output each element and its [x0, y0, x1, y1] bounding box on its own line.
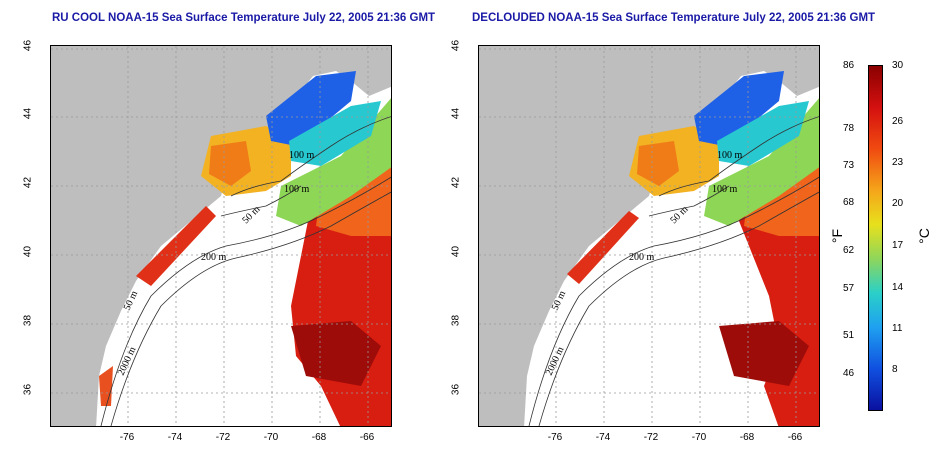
- grid-lines: [479, 46, 819, 426]
- contour-label-2000m: 2000 m: [544, 345, 567, 377]
- shelf-green: [276, 98, 391, 226]
- left-lat-tick: 42: [22, 176, 34, 189]
- colorbar-c-tick: 26: [892, 116, 904, 127]
- land-mass: [479, 46, 819, 426]
- unit-fahrenheit: °F: [829, 228, 846, 244]
- colorbar-f-tick: 46: [843, 368, 855, 379]
- colorbar-f-tick: 51: [843, 330, 855, 341]
- contour-label-2000m: 2000 m: [116, 345, 139, 377]
- cold-water-blue: [266, 71, 356, 146]
- shelf-green: [704, 98, 819, 226]
- left-sst-map: 100 m 100 m 50 m 200 m 50 m 2000 m: [50, 45, 392, 427]
- mid-atlantic-streak: [567, 211, 639, 284]
- left-lon-tick: -72: [215, 432, 231, 443]
- colorbar-c-tick: 11: [892, 323, 903, 334]
- left-lat-tick: 40: [22, 245, 34, 258]
- contour-label-200m: 200 m: [629, 252, 655, 263]
- cold-water-blue: [694, 71, 784, 146]
- right-lon-tick: -68: [739, 432, 755, 443]
- left-map-title: RU COOL NOAA-15 Sea Surface Temperature …: [52, 12, 436, 24]
- right-lat-tick: 40: [450, 245, 462, 258]
- land-mass: [51, 46, 391, 426]
- right-lon-tick: -70: [691, 432, 707, 443]
- colorbar-f-tick: 86: [843, 60, 855, 71]
- bathymetry-contours: [100, 116, 391, 426]
- left-lat-tick: 44: [22, 107, 34, 120]
- contour-label-100m-a: 100 m: [289, 150, 315, 161]
- right-lon-tick: -76: [547, 432, 563, 443]
- left-lon-tick: -74: [167, 432, 183, 443]
- colorbar-f-tick: 78: [843, 123, 855, 134]
- bathymetry-contours: [528, 116, 819, 426]
- temperature-colorbar: [868, 65, 883, 411]
- right-lat-tick: 38: [450, 314, 462, 327]
- left-lat-tick: 38: [22, 314, 34, 327]
- colorbar-c-tick: 8: [892, 364, 898, 375]
- left-lon-tick: -76: [119, 432, 135, 443]
- colorbar-c-tick: 14: [892, 282, 904, 293]
- contour-label-100m-a: 100 m: [717, 150, 743, 161]
- left-lon-tick: -68: [311, 432, 327, 443]
- colorbar-f-tick: 73: [843, 160, 855, 171]
- gulf-of-maine-orange: [209, 141, 251, 186]
- colorbar-c-tick: 20: [892, 198, 904, 209]
- right-map-graphic: 100 m 100 m 50 m 200 m 50 m 2000 m: [479, 46, 819, 426]
- land-mass-east: [351, 46, 391, 86]
- left-lat-tick: 46: [22, 39, 34, 52]
- right-lat-tick: 44: [450, 107, 462, 120]
- colorbar-c-tick: 30: [892, 60, 904, 71]
- right-sst-map: 100 m 100 m 50 m 200 m 50 m 2000 m: [478, 45, 820, 427]
- gulf-of-maine-orange: [637, 141, 679, 186]
- colorbar-c-tick: 17: [892, 240, 904, 251]
- right-lat-tick: 36: [450, 383, 462, 396]
- right-map-title: DECLOUDED NOAA-15 Sea Surface Temperatur…: [472, 12, 876, 24]
- left-lon-tick: -66: [359, 432, 375, 443]
- colorbar-f-tick: 62: [843, 245, 855, 256]
- right-lon-tick: -72: [643, 432, 659, 443]
- colorbar-c-tick: 23: [892, 157, 904, 168]
- right-lat-tick: 46: [450, 39, 462, 52]
- grid-lines: [51, 46, 391, 426]
- south-streak: [99, 366, 113, 406]
- left-lon-tick: -70: [263, 432, 279, 443]
- right-lon-tick: -74: [595, 432, 611, 443]
- contour-label-100m-b: 100 m: [284, 184, 310, 195]
- right-lon-tick: -66: [787, 432, 803, 443]
- contour-label-100m-b: 100 m: [712, 184, 738, 195]
- colorbar-f-tick: 68: [843, 197, 855, 208]
- right-lat-tick: 42: [450, 176, 462, 189]
- left-lat-tick: 36: [22, 383, 34, 396]
- colorbar-f-tick: 57: [843, 283, 855, 294]
- warm-water-dark: [719, 321, 809, 386]
- unit-celsius: °C: [915, 228, 932, 244]
- left-map-graphic: 100 m 100 m 50 m 200 m 50 m 2000 m: [51, 46, 391, 426]
- warm-water-dark: [291, 321, 381, 386]
- contour-label-200m: 200 m: [201, 252, 227, 263]
